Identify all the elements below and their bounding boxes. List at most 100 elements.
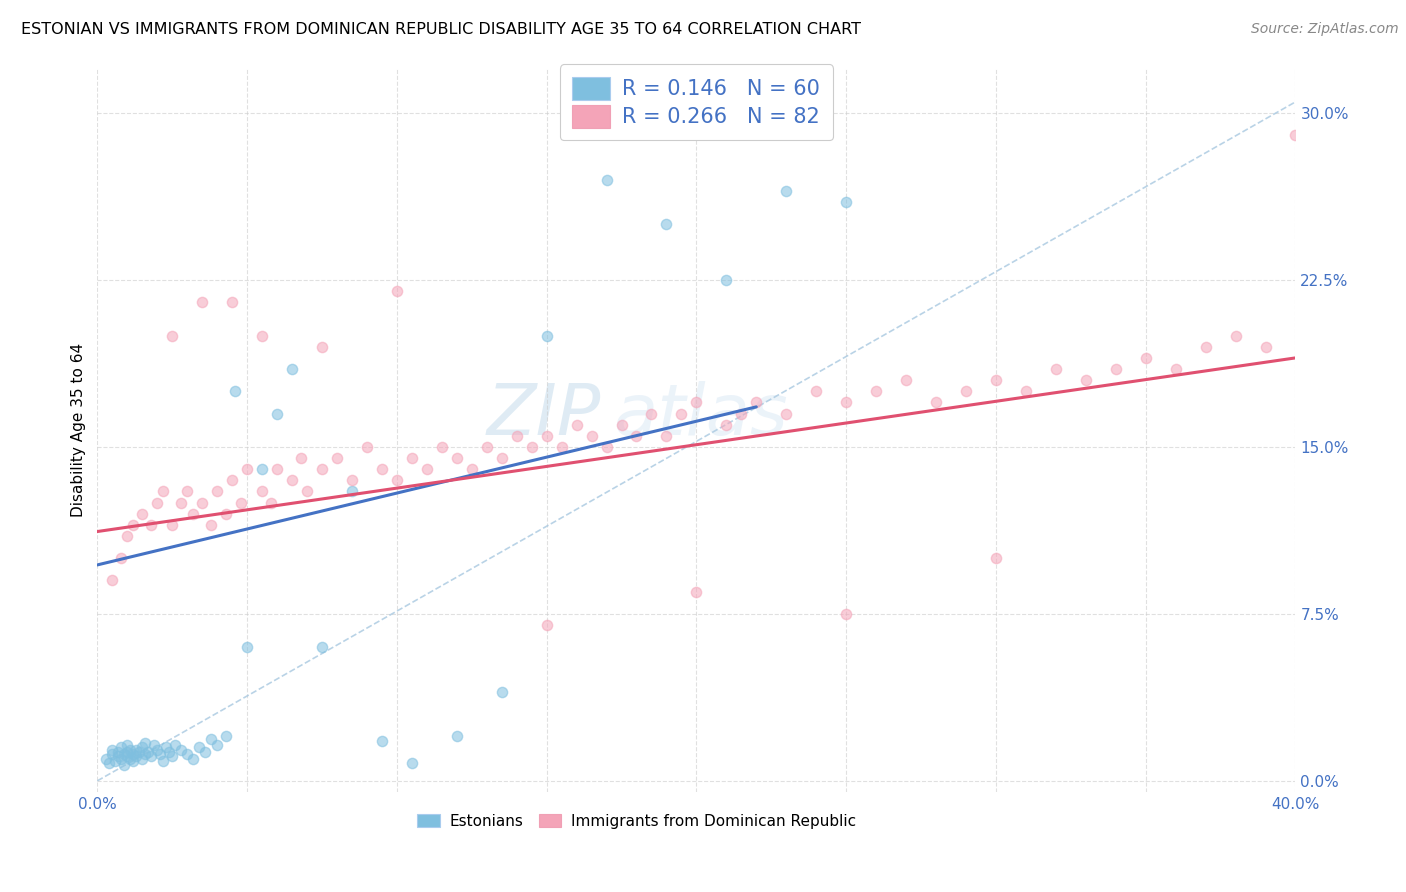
Point	[250, 328, 273, 343]
Point	[117, 529, 139, 543]
Point	[112, 747, 135, 761]
Point	[835, 607, 858, 621]
Point	[170, 742, 193, 756]
Point	[141, 749, 163, 764]
Point	[1225, 328, 1247, 343]
Point	[104, 754, 127, 768]
Point	[125, 742, 148, 756]
Point	[205, 484, 228, 499]
Point	[685, 584, 707, 599]
Point	[595, 440, 617, 454]
Point	[117, 738, 139, 752]
Point	[1254, 340, 1277, 354]
Point	[266, 407, 288, 421]
Point	[176, 484, 198, 499]
Point	[101, 742, 124, 756]
Point	[984, 373, 1007, 387]
Point	[955, 384, 977, 399]
Point	[131, 751, 153, 765]
Point	[865, 384, 887, 399]
Point	[165, 738, 187, 752]
Point	[122, 517, 145, 532]
Point	[894, 373, 917, 387]
Point	[806, 384, 828, 399]
Point	[685, 395, 707, 409]
Point	[550, 440, 572, 454]
Point	[181, 507, 204, 521]
Point	[430, 440, 453, 454]
Point	[191, 495, 214, 509]
Text: ESTONIAN VS IMMIGRANTS FROM DOMINICAN REPUBLIC DISABILITY AGE 35 TO 64 CORRELATI: ESTONIAN VS IMMIGRANTS FROM DOMINICAN RE…	[21, 22, 860, 37]
Point	[775, 407, 797, 421]
Point	[101, 747, 124, 761]
Point	[1284, 128, 1306, 143]
Point	[1135, 351, 1157, 365]
Point	[188, 740, 211, 755]
Point	[835, 395, 858, 409]
Point	[356, 440, 378, 454]
Point	[401, 451, 423, 466]
Point	[96, 751, 118, 765]
Point	[101, 574, 124, 588]
Point	[281, 362, 304, 376]
Point	[1105, 362, 1128, 376]
Point	[671, 407, 693, 421]
Point	[835, 195, 858, 210]
Point	[110, 551, 132, 566]
Point	[112, 758, 135, 772]
Point	[295, 484, 318, 499]
Point	[215, 507, 238, 521]
Point	[176, 747, 198, 761]
Point	[730, 407, 752, 421]
Point	[110, 751, 132, 765]
Point	[160, 328, 183, 343]
Point	[446, 451, 468, 466]
Point	[170, 495, 193, 509]
Point	[250, 462, 273, 476]
Point	[1164, 362, 1187, 376]
Point	[385, 284, 408, 298]
Point	[371, 733, 394, 747]
Text: atlas: atlas	[613, 381, 787, 450]
Point	[160, 517, 183, 532]
Point	[160, 749, 183, 764]
Point	[311, 462, 333, 476]
Text: Source: ZipAtlas.com: Source: ZipAtlas.com	[1251, 22, 1399, 37]
Point	[143, 738, 166, 752]
Point	[385, 473, 408, 487]
Text: ZIP: ZIP	[486, 381, 600, 450]
Point	[122, 747, 145, 761]
Point	[221, 295, 243, 310]
Point	[131, 740, 153, 755]
Point	[200, 731, 222, 746]
Point	[120, 742, 142, 756]
Point	[224, 384, 246, 399]
Point	[775, 184, 797, 198]
Point	[595, 173, 617, 187]
Point	[655, 217, 678, 231]
Point	[536, 618, 558, 632]
Point	[200, 517, 222, 532]
Point	[120, 751, 142, 765]
Point	[236, 462, 259, 476]
Point	[155, 740, 177, 755]
Point	[117, 749, 139, 764]
Point	[134, 736, 156, 750]
Point	[610, 417, 633, 432]
Point	[215, 729, 238, 743]
Point	[536, 429, 558, 443]
Point	[125, 749, 148, 764]
Point	[131, 507, 153, 521]
Point	[984, 551, 1007, 566]
Point	[122, 754, 145, 768]
Point	[491, 685, 513, 699]
Point	[520, 440, 543, 454]
Point	[745, 395, 768, 409]
Point	[401, 756, 423, 770]
Point	[236, 640, 259, 655]
Point	[110, 740, 132, 755]
Point	[128, 745, 150, 759]
Point	[655, 429, 678, 443]
Point	[146, 495, 169, 509]
Y-axis label: Disability Age 35 to 64: Disability Age 35 to 64	[72, 343, 86, 517]
